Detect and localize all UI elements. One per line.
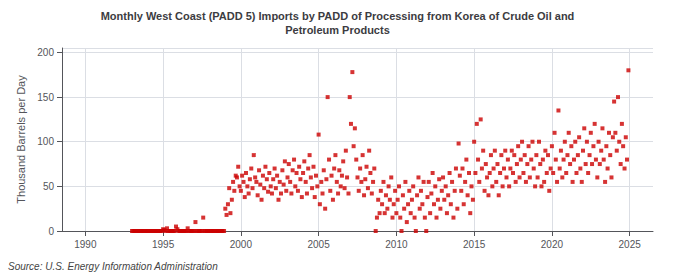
svg-text:150: 150 [37,92,54,103]
svg-text:2000: 2000 [230,239,253,250]
svg-text:0: 0 [48,226,54,237]
svg-text:2025: 2025 [619,239,642,250]
svg-text:1995: 1995 [152,239,175,250]
svg-text:Petroleum Products: Petroleum Products [285,24,390,36]
svg-text:100: 100 [37,136,54,147]
svg-text:Thousand Barrels per Day: Thousand Barrels per Day [15,75,27,204]
svg-text:Monthly West Coast (PADD 5) Im: Monthly West Coast (PADD 5) Imports by P… [101,10,575,22]
svg-text:2005: 2005 [307,239,330,250]
svg-text:2020: 2020 [541,239,564,250]
svg-text:2010: 2010 [385,239,408,250]
svg-text:Source: U.S. Energy Informatio: Source: U.S. Energy Information Administ… [8,261,218,272]
svg-text:2015: 2015 [463,239,486,250]
svg-text:1990: 1990 [74,239,97,250]
svg-text:200: 200 [37,47,54,58]
svg-text:50: 50 [43,181,55,192]
